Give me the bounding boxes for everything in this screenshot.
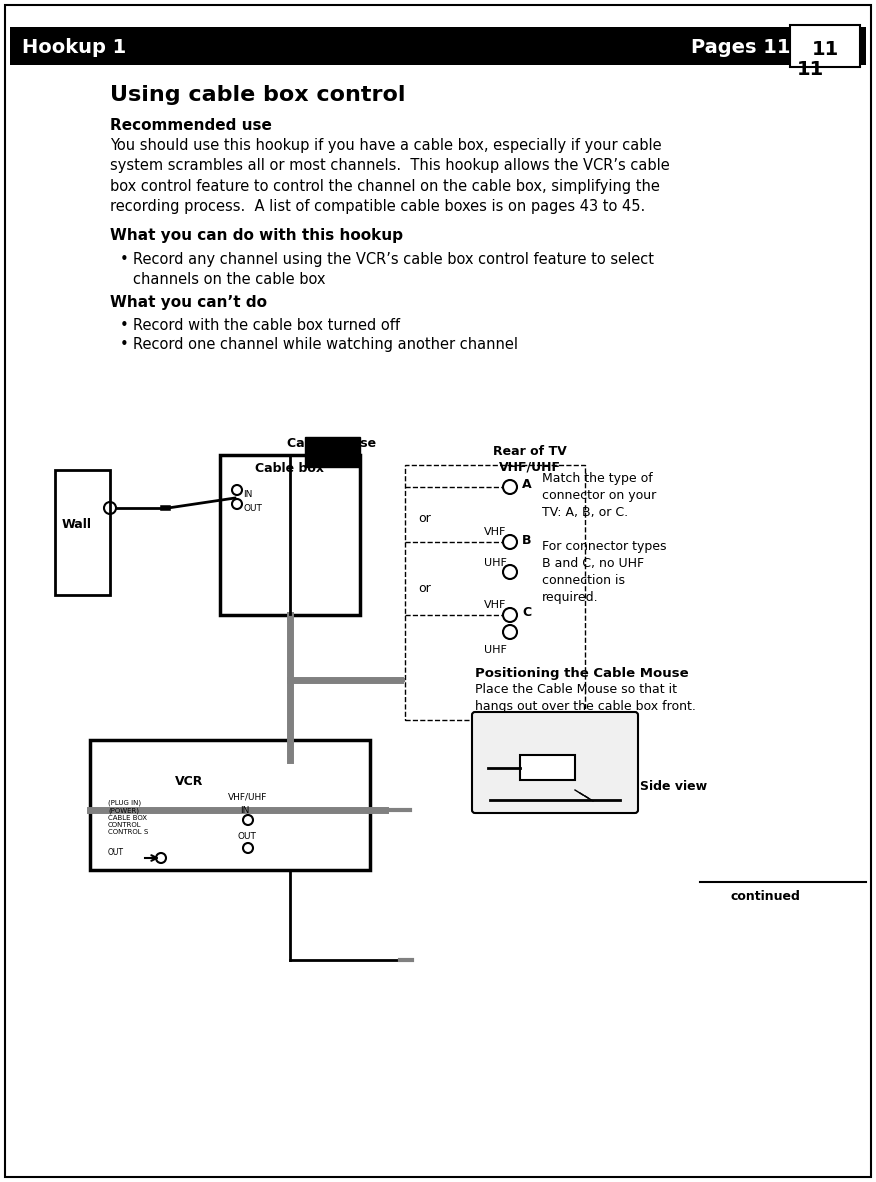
Text: •: • <box>120 318 129 333</box>
Text: Match the type of
connector on your
TV: A, B, or C.: Match the type of connector on your TV: … <box>542 472 656 519</box>
Bar <box>10 27 866 65</box>
Bar <box>55 470 110 595</box>
Text: VHF: VHF <box>484 527 506 537</box>
FancyBboxPatch shape <box>472 712 638 813</box>
Bar <box>220 455 360 615</box>
Text: Record one channel while watching another channel: Record one channel while watching anothe… <box>133 337 518 352</box>
Text: B: B <box>522 533 532 546</box>
Text: IN: IN <box>243 491 252 499</box>
Text: Using cable box control: Using cable box control <box>110 85 406 105</box>
Text: Recommended use: Recommended use <box>110 118 272 134</box>
Text: Place the Cable Mouse so that it
hangs out over the cable box front.: Place the Cable Mouse so that it hangs o… <box>475 683 696 713</box>
Bar <box>305 437 360 467</box>
Text: Rear of TV: Rear of TV <box>493 444 567 457</box>
Text: What you can’t do: What you can’t do <box>110 296 267 310</box>
Text: UHF: UHF <box>484 558 506 569</box>
Text: 11: 11 <box>811 40 838 59</box>
Text: OUT: OUT <box>237 832 256 842</box>
Text: UHF: UHF <box>484 645 506 655</box>
Bar <box>90 740 370 870</box>
Text: IN: IN <box>240 806 250 816</box>
Text: VHF/UHF: VHF/UHF <box>228 793 267 803</box>
Text: What you can do with this hookup: What you can do with this hookup <box>110 228 403 243</box>
Text: •: • <box>120 337 129 352</box>
Text: •: • <box>120 252 129 267</box>
Text: C: C <box>522 606 531 619</box>
Bar <box>405 465 585 720</box>
Text: A: A <box>522 478 532 491</box>
Text: 11: 11 <box>796 60 823 79</box>
Text: Hookup 1: Hookup 1 <box>22 38 126 57</box>
Bar <box>520 755 575 780</box>
Text: OUT: OUT <box>243 504 262 513</box>
Text: VHF: VHF <box>484 600 506 610</box>
Text: You should use this hookup if you have a cable box, especially if your cable
sys: You should use this hookup if you have a… <box>110 138 670 214</box>
Text: For connector types
B and C, no UHF
connection is
required.: For connector types B and C, no UHF conn… <box>542 540 667 604</box>
Text: Pages 11 to 14: Pages 11 to 14 <box>691 38 854 57</box>
Text: or: or <box>418 582 431 595</box>
Text: continued: continued <box>730 890 800 903</box>
Bar <box>790 25 860 67</box>
Text: Record any channel using the VCR’s cable box control feature to select
channels : Record any channel using the VCR’s cable… <box>133 252 654 287</box>
Text: VHF/UHF: VHF/UHF <box>499 460 561 473</box>
Text: Wall: Wall <box>62 518 92 531</box>
Text: OUT: OUT <box>108 847 124 857</box>
Text: (PLUG IN)
(POWER)
CABLE BOX
CONTROL
CONTROL S: (PLUG IN) (POWER) CABLE BOX CONTROL CONT… <box>108 800 148 834</box>
Text: Cable box: Cable box <box>255 462 324 475</box>
Text: or: or <box>418 512 431 525</box>
Text: Cable Mouse: Cable Mouse <box>287 437 377 450</box>
Text: Side view: Side view <box>640 780 707 793</box>
Text: Record with the cable box turned off: Record with the cable box turned off <box>133 318 400 333</box>
Text: Positioning the Cable Mouse: Positioning the Cable Mouse <box>475 667 689 680</box>
Text: VCR: VCR <box>175 775 203 788</box>
